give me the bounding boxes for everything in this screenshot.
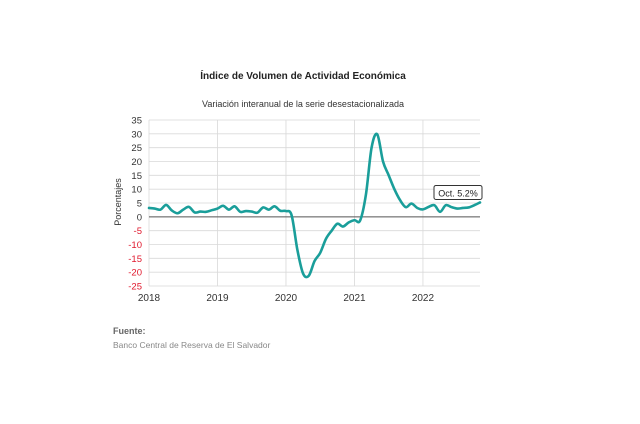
grid-layer xyxy=(148,119,480,287)
y-tick-label: 5 xyxy=(137,199,142,210)
x-tick-label: 2022 xyxy=(412,293,435,304)
y-tick-label: 0 xyxy=(137,212,142,223)
annotation-text: Oct. 5.2% xyxy=(438,188,478,198)
x-axis-ticks: 2018 2019 2020 2021 2022 xyxy=(138,293,435,304)
x-tick-label: 2019 xyxy=(206,293,229,304)
y-tick-label: 20 xyxy=(131,157,142,168)
y-tick-label: -5 xyxy=(134,226,142,237)
chart-title: Índice de Volumen de Actividad Económica xyxy=(200,69,406,82)
annotation-callout: Oct. 5.2% xyxy=(433,184,483,200)
chart-subtitle: Variación interanual de la serie desesta… xyxy=(202,99,404,109)
y-tick-label: 35 xyxy=(131,116,142,127)
y-tick-label: 10 xyxy=(131,185,142,196)
y-axis-ticks: 35 30 25 20 15 10 5 0 -5 -10 -15 -20 -25 xyxy=(128,116,142,293)
y-tick-label: 15 xyxy=(131,171,142,182)
y-axis-label: Porcentajes xyxy=(113,178,123,226)
annotation-box xyxy=(433,184,483,200)
x-tick-label: 2018 xyxy=(138,293,161,304)
x-tick-label: 2021 xyxy=(343,293,366,304)
source-text: Banco Central de Reserva de El Salvador xyxy=(113,340,271,350)
y-tick-label: -25 xyxy=(128,282,142,293)
series-line-ivae xyxy=(147,132,482,279)
y-tick-label: -20 xyxy=(128,268,142,279)
y-tick-label: -10 xyxy=(128,240,142,251)
y-tick-label: 25 xyxy=(131,143,142,154)
x-tick-label: 2020 xyxy=(275,293,298,304)
y-tick-label: -15 xyxy=(128,254,142,265)
y-tick-label: 30 xyxy=(131,129,142,140)
source-label: Fuente: xyxy=(113,326,146,336)
